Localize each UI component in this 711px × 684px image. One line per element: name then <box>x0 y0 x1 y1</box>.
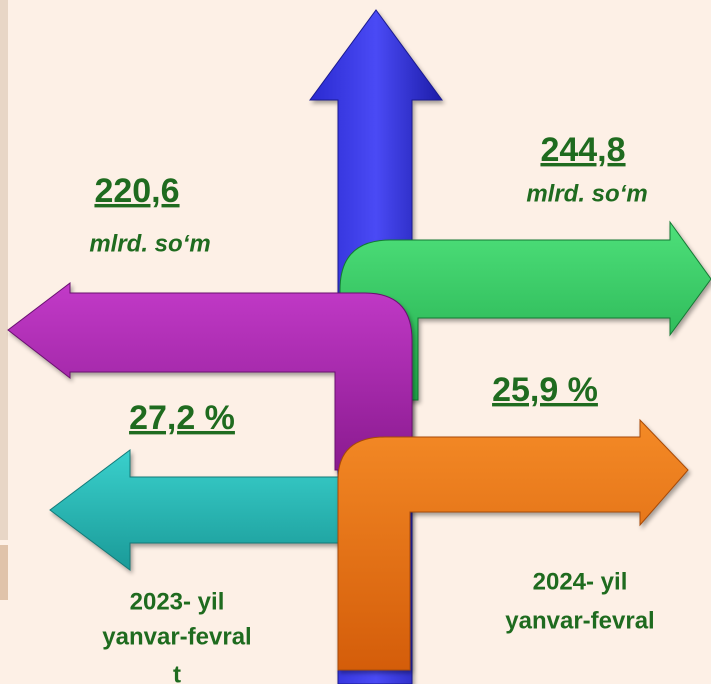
magenta-arrow <box>8 283 412 470</box>
right-unit: mlrd. so‘m <box>526 180 647 207</box>
left-unit: mlrd. so‘m <box>89 230 210 257</box>
left-period: 2023- yil <box>130 588 225 615</box>
right-period: 2024- yil <box>533 568 628 595</box>
edge-strip <box>0 545 8 600</box>
left-period: yanvar-fevral <box>102 623 251 650</box>
left-period: t <box>173 661 181 684</box>
left-percent: 27,2 % <box>129 399 235 437</box>
cyan-arrow <box>50 450 345 570</box>
left-value: 220,6 <box>94 172 179 210</box>
right-percent: 25,9 % <box>492 371 598 409</box>
right-value: 244,8 <box>540 131 625 169</box>
right-period: yanvar-fevral <box>505 607 654 634</box>
infographic: 220,6 mlrd. so‘m 244,8 mlrd. so‘m 27,2 %… <box>0 0 711 684</box>
edge-strip <box>0 0 8 540</box>
